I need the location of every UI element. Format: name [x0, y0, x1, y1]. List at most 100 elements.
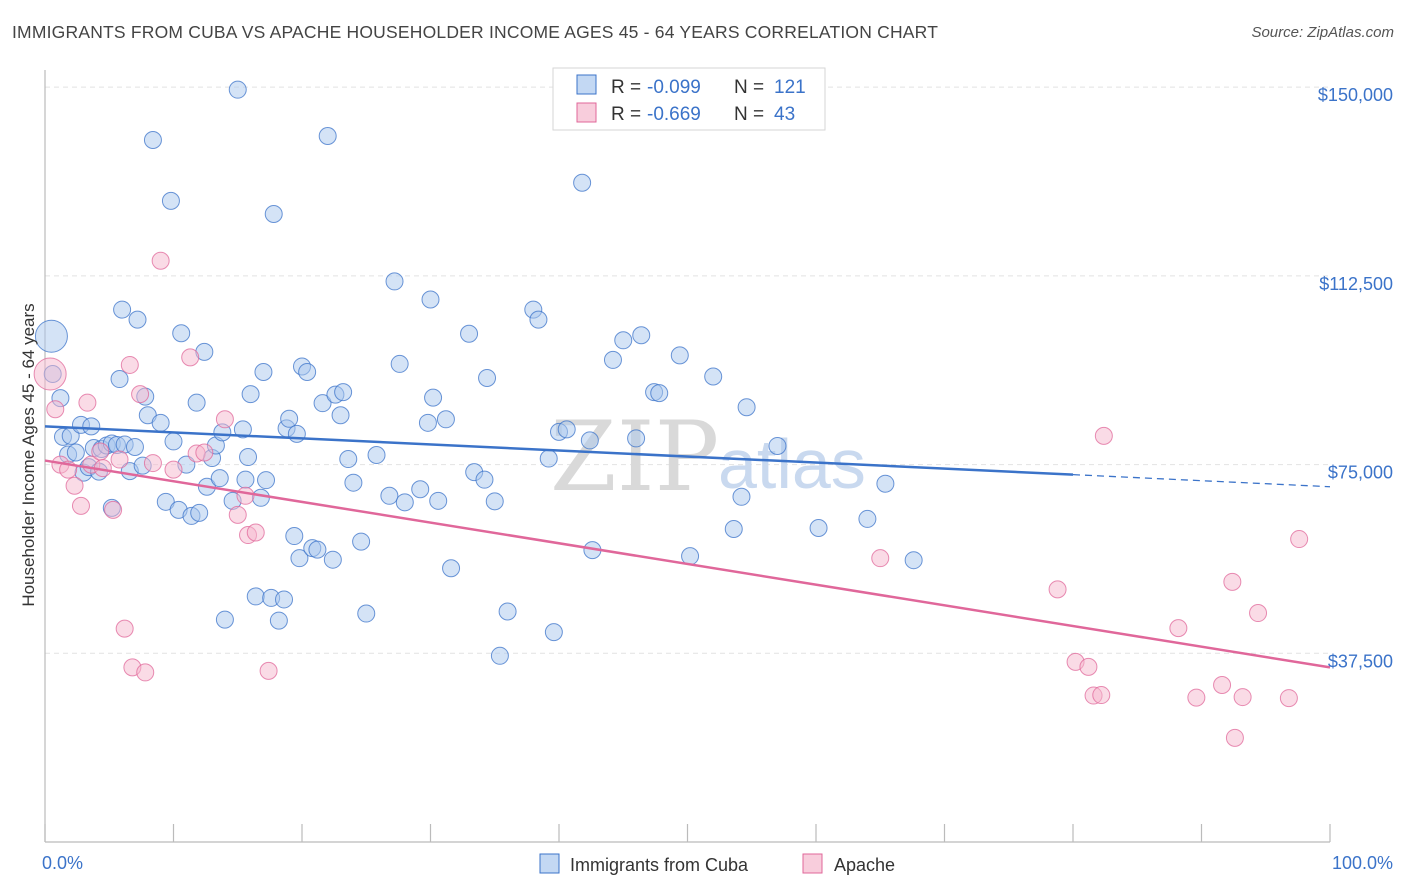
cuba-point-82 [395, 493, 414, 512]
apache-point-20 [181, 348, 200, 367]
grid-lines [45, 86, 1330, 654]
apache-point-1 [46, 400, 65, 419]
axes [44, 70, 1331, 843]
stats-r-label-cuba: R = [611, 77, 641, 98]
x-tick-labels: 0.0% 100.0% [42, 853, 1393, 873]
cuba-point-69 [318, 126, 337, 145]
cuba-point-52 [251, 488, 270, 507]
cuba-point-111 [650, 384, 669, 403]
legend-swatch-cuba [539, 853, 560, 874]
cuba-point-83 [411, 480, 430, 499]
cuba-point-84 [418, 413, 437, 432]
cuba-point-117 [737, 398, 756, 417]
cuba-point-118 [768, 436, 787, 455]
apache-point-23 [215, 410, 234, 429]
cuba-point-108 [627, 429, 646, 448]
cuba-point-86 [424, 388, 443, 407]
cuba-point-6 [66, 443, 85, 462]
apache-point-18 [151, 251, 170, 270]
apache-point-29 [871, 549, 890, 568]
stats-legend: R = -0.099 N = 121 R = -0.669 N = 43 [552, 67, 826, 131]
cuba-point-30 [161, 191, 180, 210]
apache-point-4 [65, 476, 84, 495]
legend-label-apache: Apache [834, 855, 895, 875]
apache-point-24 [228, 505, 247, 524]
cuba-point-48 [236, 470, 255, 489]
cuba-point-114 [704, 367, 723, 386]
apache-point-6 [78, 393, 97, 412]
cuba-point-119 [809, 518, 828, 537]
cuba-point-62 [287, 424, 306, 443]
cuba-point-92 [475, 470, 494, 489]
cuba-point-75 [344, 473, 363, 492]
cuba-point-36 [187, 393, 206, 412]
cuba-point-37 [190, 503, 209, 522]
cuba-point-18 [110, 370, 129, 389]
apache-point-17 [143, 454, 162, 473]
apache-point-30 [1048, 580, 1067, 599]
cuba-point-78 [367, 446, 386, 465]
cuba-point-65 [298, 362, 317, 381]
cuba-point-22 [125, 437, 144, 456]
cuba-point-33 [172, 324, 191, 343]
cuba-point-98 [529, 310, 548, 329]
cuba-point-107 [614, 331, 633, 350]
legend-swatch-apache [802, 853, 823, 874]
chart-title: IMMIGRANTS FROM CUBA VS APACHE HOUSEHOLD… [12, 22, 939, 42]
apache-point-32 [1079, 657, 1098, 676]
apache-point-34 [1092, 686, 1111, 705]
cuba-point-85 [421, 290, 440, 309]
cuba-point-120 [858, 509, 877, 528]
cuba-point-67 [308, 540, 327, 559]
apache-point-12 [120, 355, 139, 374]
cuba-point-28 [151, 413, 170, 432]
apache-point-43 [1279, 689, 1298, 708]
legend-label-cuba: Immigrants from Cuba [570, 855, 749, 875]
series-legend: Immigrants from Cuba Apache [539, 853, 895, 875]
cuba-point-49 [239, 448, 258, 467]
cuba-point-99 [539, 449, 558, 468]
apache-point-19 [164, 460, 183, 479]
apache-point-44 [1290, 530, 1309, 549]
apache-point-13 [115, 619, 134, 638]
cuba-point-103 [573, 173, 592, 192]
apache-point-39 [1223, 572, 1242, 591]
apache-point-15 [131, 385, 150, 404]
apache-point-22 [195, 443, 214, 462]
apache-point-36 [1169, 619, 1188, 638]
cuba-point-23 [128, 310, 147, 329]
cuba-point-96 [498, 602, 517, 621]
stats-r-value-cuba: -0.099 [647, 77, 701, 98]
cuba-point-70 [323, 550, 342, 569]
cuba-point-121 [876, 474, 895, 493]
apache-point-16 [136, 663, 155, 682]
cuba-point-90 [460, 324, 479, 343]
cuba-point-112 [670, 346, 689, 365]
cuba-point-63 [290, 549, 309, 568]
cuba-point-72 [331, 406, 350, 425]
cuba-point-116 [732, 487, 751, 506]
cuba-point-76 [352, 532, 371, 551]
cuba-point-68 [313, 394, 332, 413]
y-tick-label-0: $37,500 [1328, 651, 1393, 671]
y-tick-label-2: $112,500 [1319, 274, 1393, 294]
x-tick-label-0: 0.0% [42, 853, 83, 873]
cuba-point-80 [385, 272, 404, 291]
stats-n-label-cuba: N = [734, 77, 764, 98]
cuba-point-60 [280, 409, 299, 428]
y-tick-label-1: $75,000 [1328, 463, 1393, 483]
stats-r-value-apache: -0.669 [647, 104, 701, 125]
apache-point-42 [1249, 604, 1268, 623]
stats-legend-box [552, 67, 826, 131]
cuba-point-0 [34, 319, 68, 353]
apache-point-37 [1187, 688, 1206, 707]
apache-point-11 [110, 450, 129, 469]
cuba-point-61 [285, 527, 304, 546]
apache-point-5 [71, 496, 90, 515]
cuba-point-100 [544, 623, 563, 642]
cuba-point-109 [632, 326, 651, 345]
stats-r-label-apache: R = [611, 104, 641, 125]
cuba-point-47 [233, 420, 252, 439]
stats-n-value-cuba: 121 [774, 77, 806, 98]
